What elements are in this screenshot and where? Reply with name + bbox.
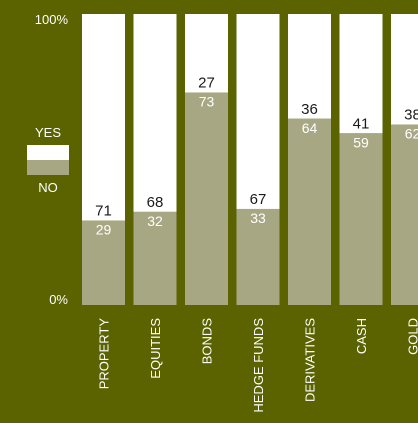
legend-label-no: NO [38, 180, 58, 195]
data-label-yes-equities: 68 [147, 194, 164, 211]
bar-no-cash [339, 133, 383, 305]
data-label-no-property: 29 [96, 222, 112, 238]
data-label-no-gold: 62 [405, 126, 418, 142]
category-label-bonds: BONDS [200, 318, 215, 365]
data-label-yes-gold: 38 [404, 107, 418, 124]
legend-swatch-no [27, 160, 69, 175]
bar-yes-bonds [185, 14, 228, 93]
bar-no-equities [133, 211, 177, 305]
category-label-cash: CASH [354, 318, 369, 354]
category-labels: PROPERTY EQUITIES BONDS HEDGE FUNDS DERIVATI… [97, 318, 418, 413]
data-label-yes-hedge-funds: 67 [250, 191, 267, 208]
legend: YES NO [27, 125, 69, 195]
data-label-yes-derivatives: 36 [301, 101, 318, 118]
bar-yes-derivatives [288, 14, 331, 119]
bars: 71 29 68 32 27 73 67 33 36 64 41 59 38 62 [82, 14, 418, 305]
data-label-no-equities: 32 [147, 213, 163, 229]
y-axis: 100% 0% [35, 12, 69, 307]
data-label-yes-bonds: 27 [198, 75, 215, 92]
bar-yes-hedge-funds [236, 14, 280, 209]
bar-no-property [82, 220, 125, 305]
data-label-no-derivatives: 64 [302, 120, 318, 136]
category-label-hedge-funds: HEDGE FUNDS [251, 318, 266, 413]
data-label-no-bonds: 73 [199, 94, 215, 110]
legend-label-yes: YES [35, 125, 61, 140]
category-label-equities: EQUITIES [148, 318, 163, 379]
data-label-yes-property: 71 [95, 203, 112, 220]
bar-no-bonds [185, 92, 228, 305]
bar-yes-gold [391, 14, 418, 125]
category-label-gold: GOLD [406, 318, 418, 355]
legend-swatch-yes [27, 145, 69, 160]
y-tick-label-0: 0% [49, 292, 68, 307]
bar-no-derivatives [288, 118, 331, 305]
category-label-derivatives: DERIVATIVES [303, 318, 318, 402]
bar-no-gold [391, 124, 418, 305]
bar-yes-property [82, 14, 125, 221]
data-label-no-hedge-funds: 33 [250, 210, 266, 226]
y-tick-label-100: 100% [35, 12, 69, 27]
bar-yes-cash [339, 14, 383, 134]
bar-yes-equities [133, 14, 177, 212]
bar-no-hedge-funds [236, 208, 280, 305]
category-label-property: PROPERTY [97, 318, 112, 390]
data-label-no-cash: 59 [353, 134, 369, 150]
data-label-yes-cash: 41 [353, 115, 370, 132]
